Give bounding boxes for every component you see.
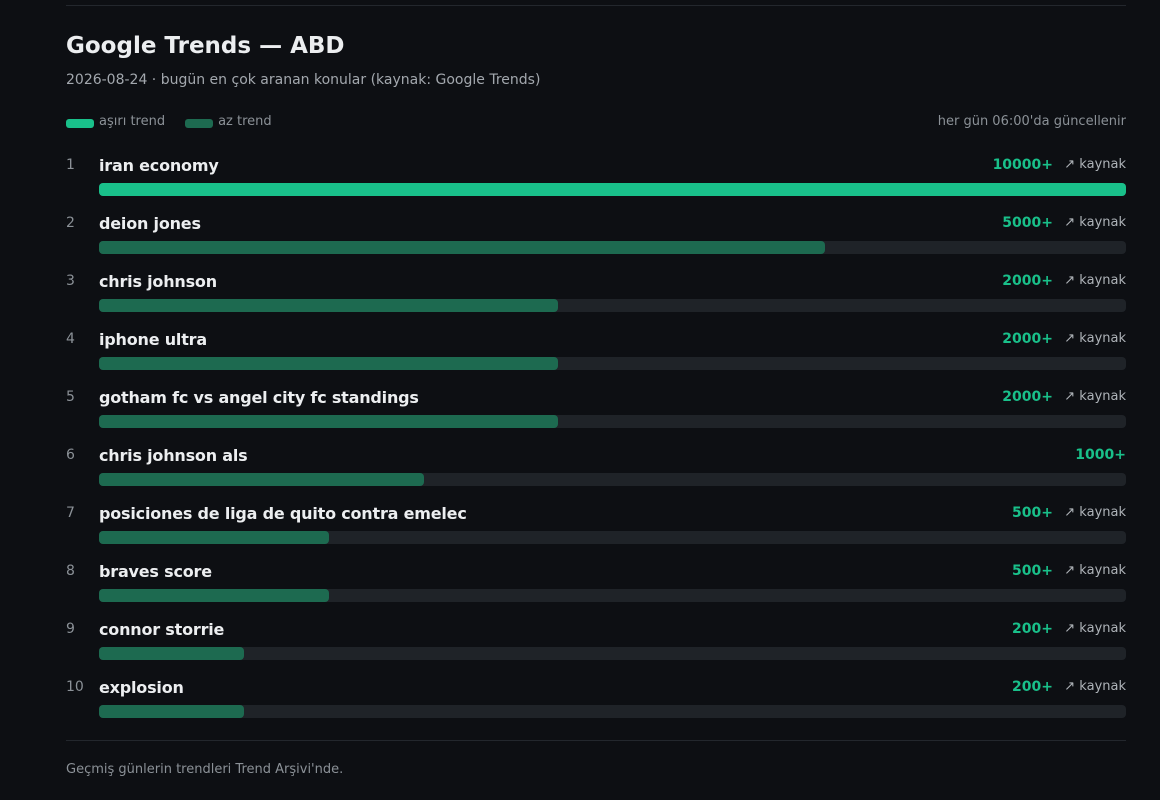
rank: 8 <box>66 563 75 579</box>
footer: Geçmiş günlerin trendleri Trend Arşivi'n… <box>66 762 344 777</box>
bar-track <box>99 183 1126 196</box>
term: chris johnson als <box>99 446 248 465</box>
traffic-label: 5000+ <box>1002 215 1053 231</box>
bar-track <box>99 705 1126 718</box>
term: posiciones de liga de quito contra emele… <box>99 504 467 523</box>
bar-track <box>99 241 1126 254</box>
bar-track <box>99 473 1126 486</box>
source-link[interactable]: ↗ kaynak <box>1064 563 1126 578</box>
source-link[interactable]: ↗ kaynak <box>1064 273 1126 288</box>
bar-track <box>99 415 1126 428</box>
term: chris johnson <box>99 272 217 291</box>
rank: 9 <box>66 621 75 637</box>
term: gotham fc vs angel city fc standings <box>99 388 419 407</box>
bar <box>99 415 559 428</box>
subtitle: 2026-08-24 · bugün en çok aranan konular… <box>66 72 541 88</box>
source-link[interactable]: ↗ kaynak <box>1064 331 1126 346</box>
rank: 10 <box>66 679 84 695</box>
source-link[interactable]: ↗ kaynak <box>1064 215 1126 230</box>
term: explosion <box>99 678 184 697</box>
rank: 6 <box>66 447 75 463</box>
term: iphone ultra <box>99 330 207 349</box>
bar-track <box>99 357 1126 370</box>
source-link[interactable]: ↗ kaynak <box>1064 679 1126 694</box>
rank: 4 <box>66 331 75 347</box>
term: braves score <box>99 562 212 581</box>
bar <box>99 647 245 660</box>
bar <box>99 183 1126 196</box>
bar <box>99 241 826 254</box>
rank: 3 <box>66 273 75 289</box>
traffic-label: 500+ <box>1012 505 1053 521</box>
source-link[interactable]: ↗ kaynak <box>1064 157 1126 172</box>
source-link[interactable]: ↗ kaynak <box>1064 505 1126 520</box>
bar-track <box>99 647 1126 660</box>
traffic-label: 10000+ <box>992 157 1053 173</box>
update-note: her gün 06:00'da güncellenir <box>937 114 1126 129</box>
footer-rule <box>66 740 1126 741</box>
top-rule <box>66 5 1126 6</box>
bar <box>99 589 329 602</box>
term: deion jones <box>99 214 201 233</box>
traffic-label: 200+ <box>1012 679 1053 695</box>
rank: 1 <box>66 157 75 173</box>
traffic-label: 1000+ <box>1075 447 1126 463</box>
traffic-label: 2000+ <box>1002 331 1053 347</box>
bar <box>99 531 329 544</box>
rank: 5 <box>66 389 75 405</box>
legend-label: az trend <box>218 114 272 129</box>
bar <box>99 357 559 370</box>
bar-track <box>99 589 1126 602</box>
title: Google Trends — ABD <box>66 33 345 59</box>
bar-track <box>99 299 1126 312</box>
source-link[interactable]: ↗ kaynak <box>1064 621 1126 636</box>
bar <box>99 705 245 718</box>
traffic-label: 2000+ <box>1002 389 1053 405</box>
bar-track <box>99 531 1126 544</box>
traffic-label: 2000+ <box>1002 273 1053 289</box>
rank: 2 <box>66 215 75 231</box>
bar <box>99 473 424 486</box>
rank: 7 <box>66 505 75 521</box>
bar <box>99 299 559 312</box>
term: iran economy <box>99 156 219 175</box>
traffic-label: 200+ <box>1012 621 1053 637</box>
legend-swatch <box>66 119 94 128</box>
term: connor storrie <box>99 620 225 639</box>
legend-swatch <box>185 119 214 128</box>
source-link[interactable]: ↗ kaynak <box>1064 389 1126 404</box>
traffic-label: 500+ <box>1012 563 1053 579</box>
legend-label: aşırı trend <box>99 114 166 129</box>
